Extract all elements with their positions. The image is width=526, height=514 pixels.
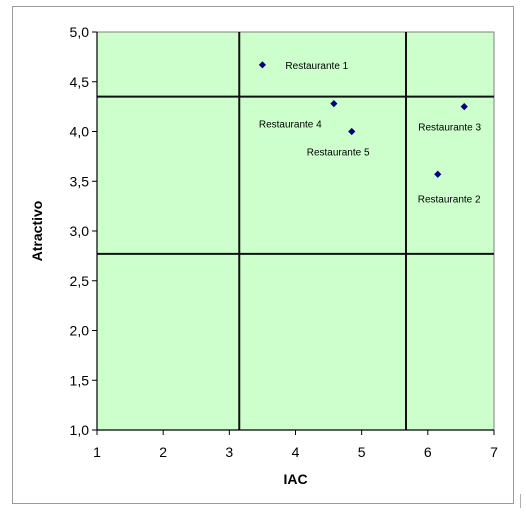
y-tick-label: 2,0 (70, 323, 90, 339)
y-tick-label: 1,0 (70, 422, 90, 438)
point-labels: Restaurante 1 Restaurante 2 Restaurante 3 R… (259, 61, 482, 205)
data-point-label: Restaurante 2 (418, 194, 481, 205)
x-tick-label: 1 (93, 444, 101, 460)
x-tick-label: 5 (358, 444, 366, 460)
data-point-marker (258, 61, 267, 69)
x-tick-label: 4 (292, 444, 300, 460)
quadrant-dividers (97, 32, 494, 430)
x-tick-label: 2 (159, 444, 167, 460)
data-points (258, 61, 468, 178)
x-tick-label: 6 (424, 444, 432, 460)
y-tick-label: 3,0 (70, 223, 90, 239)
y-axis-label: Atractivo (29, 201, 45, 262)
x-axis-label: IAC (283, 471, 307, 487)
data-point-marker (460, 103, 468, 111)
data-point-marker (434, 170, 442, 178)
data-point-label: Restaurante 4 (259, 120, 322, 131)
y-tick-label: 3,5 (70, 173, 90, 189)
data-point-marker (330, 100, 338, 108)
edge-marker (520, 494, 521, 508)
data-point-marker (348, 127, 356, 136)
y-tick-label: 2,5 (70, 273, 90, 289)
x-axis-ticks: 1 2 3 4 5 6 7 (93, 430, 498, 460)
y-tick-label: 4,5 (70, 74, 90, 90)
y-tick-label: 5,0 (70, 24, 90, 40)
y-axis-ticks: 1,0 1,5 2,0 2,5 3,0 3,5 4,0 4,5 5,0 (70, 24, 97, 438)
y-tick-label: 1,5 (70, 372, 90, 388)
data-point-label: Restaurante 5 (307, 148, 370, 159)
y-tick-label: 4,0 (70, 124, 90, 140)
x-tick-label: 7 (490, 444, 498, 460)
data-point-label: Restaurante 3 (418, 123, 481, 134)
data-point-label: Restaurante 1 (285, 61, 348, 72)
plot-area (96, 31, 495, 431)
x-tick-label: 3 (225, 444, 233, 460)
